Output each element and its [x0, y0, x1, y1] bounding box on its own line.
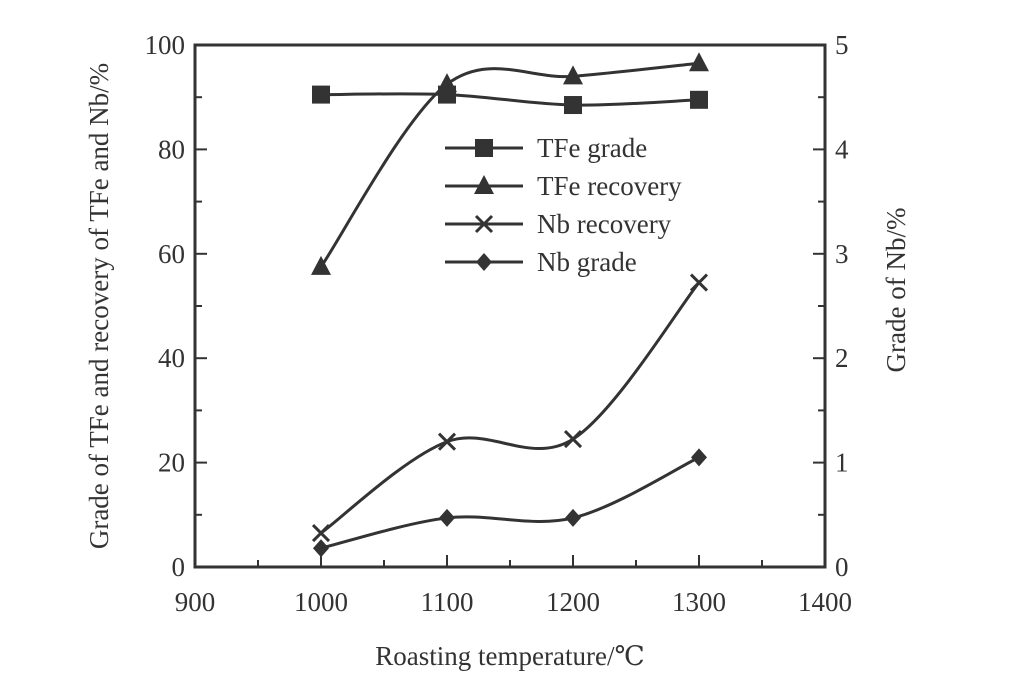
y-left-tick-label: 100 — [145, 30, 186, 60]
data-point-nb-grade — [313, 539, 329, 558]
series-line-nb-recovery — [320, 281, 701, 535]
ticks: 900 1000 1100 1200 1300 140002040608010001234… — [145, 30, 853, 617]
series-nb-grade — [313, 448, 707, 558]
data-point-nb-grade — [565, 508, 581, 527]
data-point-nb-recovery-stroke — [311, 524, 331, 543]
data-point-tfe-recovery — [563, 65, 583, 85]
x-tick-label: 1300 — [672, 587, 726, 617]
series-tfe-recovery — [311, 52, 709, 275]
data-point-tfe-recovery — [437, 73, 457, 93]
legend-label: Nb recovery — [537, 209, 672, 239]
y-right-tick-label: 3 — [835, 239, 849, 269]
y-left-tick-label: 80 — [158, 134, 185, 164]
y-left-tick-label: 60 — [158, 239, 185, 269]
x-tick-label: 1100 — [421, 587, 474, 617]
legend-item-tfe-recovery: TFe recovery — [445, 171, 682, 201]
y-right-tick-label: 1 — [835, 448, 849, 478]
legend-label: TFe recovery — [537, 171, 682, 201]
data-point-tfe-grade — [690, 90, 708, 109]
legend-label: TFe grade — [537, 133, 647, 163]
series-tfe-grade — [312, 85, 708, 115]
data-point-nb-recovery — [563, 430, 583, 449]
x-tick-label: 1200 — [546, 587, 600, 617]
x-axis-title: Roasting temperature/℃ — [375, 641, 644, 671]
legend-marker — [476, 253, 492, 271]
legend-marker — [474, 175, 494, 194]
y-left-tick-label: 0 — [172, 552, 186, 582]
data-point-nb-recovery — [689, 273, 709, 292]
y-right-tick-label: 2 — [835, 343, 849, 373]
x-tick-label: 1000 — [294, 587, 348, 617]
series-line-tfe-recovery — [319, 61, 700, 268]
y-right-tick-label: 4 — [835, 134, 849, 164]
y-right-tick-label: 0 — [835, 552, 849, 582]
y-left-tick-label: 20 — [158, 448, 185, 478]
data-point-tfe-grade — [312, 85, 330, 104]
x-tick-label: 900 — [175, 587, 216, 617]
legend-item-nb-recovery: Nb recovery — [445, 209, 672, 239]
series-layer — [311, 52, 709, 558]
data-point-nb-recovery-stroke — [437, 432, 457, 451]
data-point-nb-grade — [439, 508, 455, 527]
data-point-nb-recovery-stroke — [563, 430, 583, 449]
y-axis-left-title: Grade of TFe and recovery of TFe and Nb/… — [84, 63, 114, 549]
data-point-tfe-grade — [564, 96, 582, 115]
plot-frame — [193, 43, 827, 569]
series-line-tfe-grade — [320, 92, 700, 107]
y-left-tick-label: 40 — [158, 343, 185, 373]
x-tick-label: 1400 — [798, 587, 852, 617]
series-nb-recovery — [311, 273, 709, 543]
legend-item-nb-grade: Nb grade — [445, 247, 637, 277]
legend: TFe grade TFe recovery Nb recovery Nb grade — [445, 133, 682, 277]
series-line-nb-grade — [320, 456, 700, 550]
data-point-tfe-recovery — [311, 255, 331, 275]
legend-marker-stroke — [474, 214, 494, 234]
data-point-nb-grade — [691, 448, 707, 467]
legend-item-tfe-grade: TFe grade — [445, 133, 647, 163]
legend-marker — [475, 139, 493, 157]
legend-marker — [474, 214, 494, 234]
data-point-nb-recovery-stroke — [689, 273, 709, 292]
legend-label: Nb grade — [537, 247, 637, 277]
data-point-nb-recovery — [311, 524, 331, 543]
y-right-tick-label: 5 — [835, 30, 849, 60]
y-axis-right-title: Grade of Nb/% — [881, 208, 911, 373]
data-point-nb-recovery — [437, 432, 457, 451]
data-point-tfe-recovery — [689, 52, 709, 72]
